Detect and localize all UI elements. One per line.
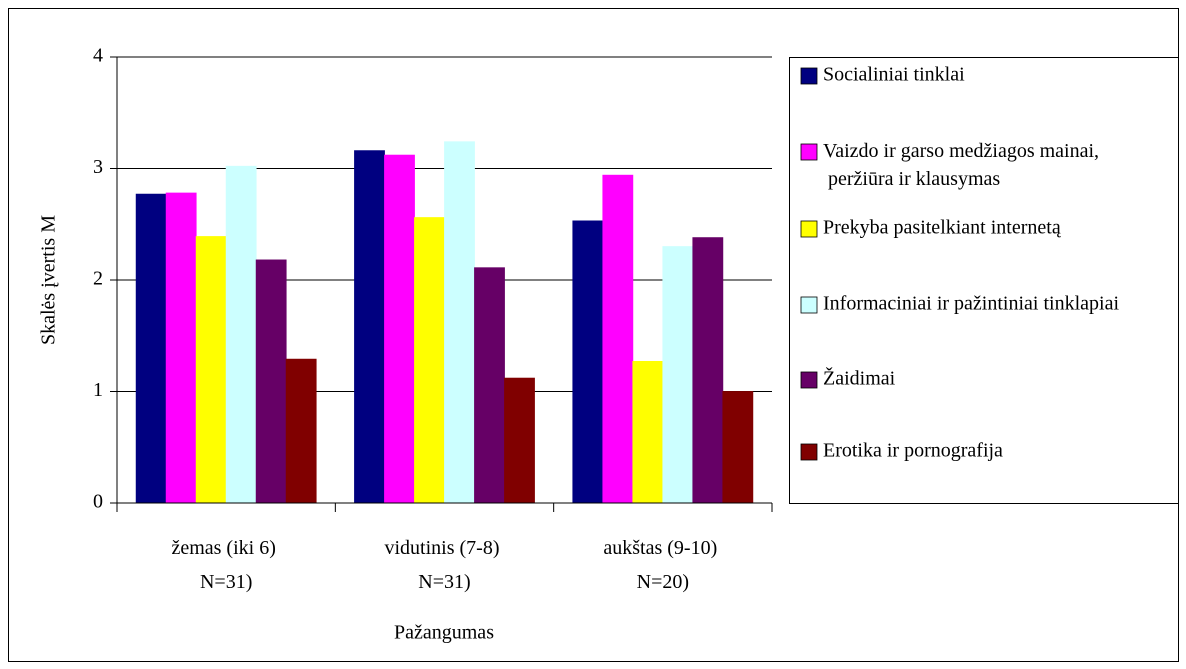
bar — [165, 192, 197, 504]
bar — [632, 360, 664, 504]
legend-label: Žaidimai — [823, 367, 896, 390]
bar — [285, 358, 317, 504]
bar — [384, 154, 415, 504]
x-axis-title: Pažangumas — [394, 622, 494, 644]
bar — [474, 267, 505, 504]
x-tick-label: vidutinis (7-8) N=31) — [385, 537, 505, 593]
legend-label: Socialiniai tinklai — [823, 64, 965, 86]
bar — [135, 193, 167, 504]
legend-swatch — [800, 220, 818, 238]
y-tick-label: 2 — [93, 268, 103, 290]
y-axis-title: Skalės įvertis M — [38, 215, 60, 345]
y-tick-label: 4 — [93, 45, 103, 67]
legend-swatch — [800, 296, 818, 314]
bar — [195, 236, 227, 504]
x-tick-label: aukštas (9-10) N=20) — [603, 537, 722, 593]
legend-label: Informaciniai ir pažintiniai tinklapiai — [823, 293, 1119, 315]
legend-swatch — [800, 143, 818, 161]
bar — [225, 165, 257, 504]
legend-swatch — [800, 443, 818, 461]
legend-box — [789, 57, 1179, 504]
bar — [572, 220, 604, 504]
bar — [354, 150, 385, 504]
bar — [662, 246, 694, 504]
bar — [255, 259, 287, 504]
bar — [722, 391, 754, 504]
bar — [602, 174, 634, 504]
legend-label: Erotika ir pornografija — [823, 440, 1003, 462]
legend-label: Prekyba pasitelkiant internetą — [823, 217, 1062, 239]
y-tick-label: 1 — [93, 379, 103, 401]
bar — [504, 377, 535, 504]
bar — [414, 217, 445, 504]
bar — [692, 237, 724, 504]
y-tick-label: 3 — [93, 156, 103, 178]
bar — [444, 141, 475, 504]
x-tick-label: žemas (iki 6) N=31) — [171, 537, 280, 593]
legend-label: Vaizdo ir garso medžiagos mainai, peržiū… — [823, 140, 1099, 190]
legend-swatch — [800, 67, 818, 85]
legend-swatch — [800, 371, 818, 389]
y-tick-label: 0 — [93, 491, 103, 513]
